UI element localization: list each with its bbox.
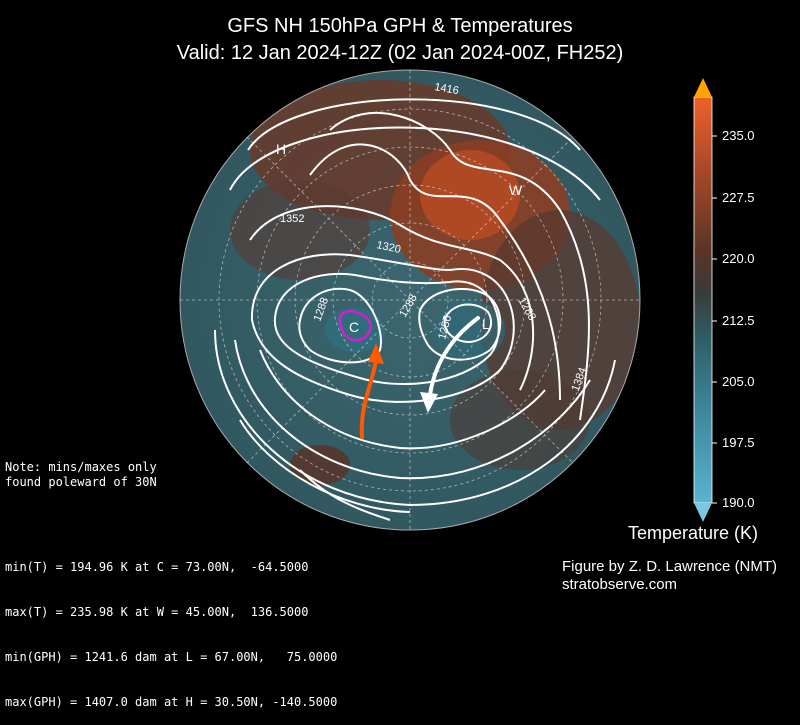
figure-credit: Figure by Z. D. Lawrence (NMT) <box>562 558 778 575</box>
stat-line: min(T) = 194.96 K at C = 73.00N, -64.500… <box>5 560 309 574</box>
note-text: Note: mins/maxes only found poleward of … <box>5 460 157 489</box>
height-contours <box>214 98 616 521</box>
stat-line: max(GPH) = 1407.0 dam at H = 30.50N, -14… <box>5 695 338 709</box>
colorbar-tick-label: 197.5 <box>722 435 755 450</box>
polar-map: 1416 1352 1320 1288 1288 1288 1256 1384 … <box>179 69 717 531</box>
map-subtitle: Valid: 12 Jan 2024-12Z (02 Jan 2024-00Z,… <box>176 42 624 64</box>
colorbar-title: Temperature (K) <box>628 523 759 543</box>
cold-core-outline <box>338 310 372 342</box>
colorbar-tick-label: 205.0 <box>722 374 755 389</box>
contour-label: 1320 <box>375 239 401 256</box>
min-temp-marker: C <box>349 319 359 335</box>
colorbar-tick-label: 235.0 <box>722 128 755 143</box>
min-gph-marker: L <box>482 316 490 332</box>
max-temp-marker: W <box>509 182 523 198</box>
contour-label: 1416 <box>433 81 459 97</box>
latlon-grid <box>180 70 640 530</box>
colorbar-tick-label: 220.0 <box>722 251 755 266</box>
orange-arrow <box>359 343 384 439</box>
white-arrow <box>420 316 480 413</box>
contour-label: 1352 <box>280 213 304 225</box>
website-credit: stratobserve.com <box>562 576 678 593</box>
stat-line: max(T) = 235.98 K at W = 45.00N, 136.500… <box>5 605 309 619</box>
colorbar-tick-label: 227.5 <box>722 190 755 205</box>
max-gph-marker: H <box>276 141 286 157</box>
stat-line: min(GPH) = 1241.6 dam at L = 67.00N, 75.… <box>5 650 338 664</box>
extrema-stats: min(T) = 194.96 K at C = 73.00N, -64.500… <box>5 530 337 725</box>
temperature-colorbar <box>693 78 717 522</box>
colorbar-tick-label: 212.5 <box>722 313 755 328</box>
colorbar-tick-label: 190.0 <box>722 495 755 510</box>
map-title: GFS NH 150hPa GPH & Temperatures <box>227 15 573 37</box>
